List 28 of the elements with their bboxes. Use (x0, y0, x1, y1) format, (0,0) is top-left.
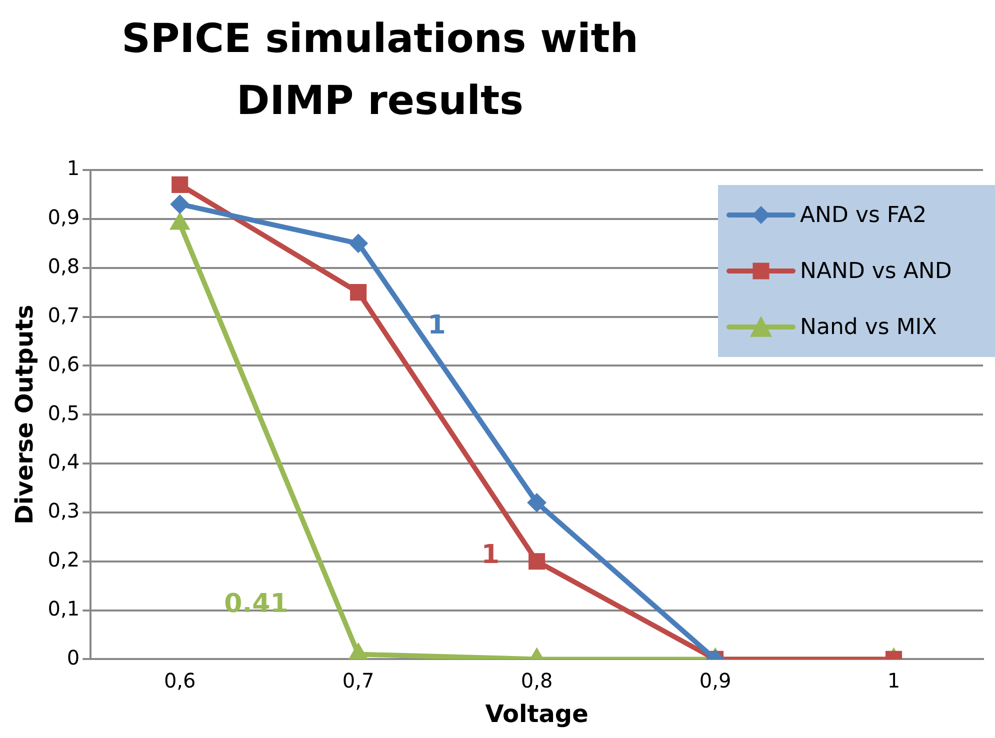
y-tick-label: 0,6 (48, 352, 80, 376)
y-tick-label: 0,2 (48, 548, 80, 572)
x-tick-label: 0,8 (520, 668, 553, 692)
x-axis-title: Voltage (485, 700, 588, 728)
y-tick-label: 1 (66, 156, 80, 180)
y-tick-label: 0,1 (48, 596, 80, 620)
x-tick-label: 0,6 (164, 668, 196, 692)
y-tick-label: 0,9 (48, 205, 80, 230)
point (350, 284, 367, 301)
y-tick-label: 0,5 (48, 400, 80, 425)
x-tick-label: 0,7 (342, 668, 374, 692)
y-tick-label: 0,7 (48, 302, 80, 327)
y-tick-label: 0,8 (48, 254, 80, 278)
legend-label: AND vs FA2 (800, 202, 927, 228)
y-tick-label: 0 (66, 645, 80, 670)
point (172, 176, 188, 193)
point (348, 234, 368, 253)
point (348, 642, 368, 660)
annotation: 1 (428, 310, 446, 340)
y-tick-label: 0,3 (48, 498, 80, 523)
point (170, 194, 190, 214)
legend-label: NAND vs AND (800, 258, 952, 284)
y-axis-title: Diverse Outputs (10, 304, 39, 525)
legend-label: Nand vs MIX (800, 314, 937, 340)
x-tick-label: 0,9 (699, 668, 732, 692)
x-tick-label: 1 (887, 668, 900, 692)
chart-title: SPICE simulations with DIMP results (120, 15, 640, 126)
y-tick-label: 0,4 (48, 450, 80, 474)
